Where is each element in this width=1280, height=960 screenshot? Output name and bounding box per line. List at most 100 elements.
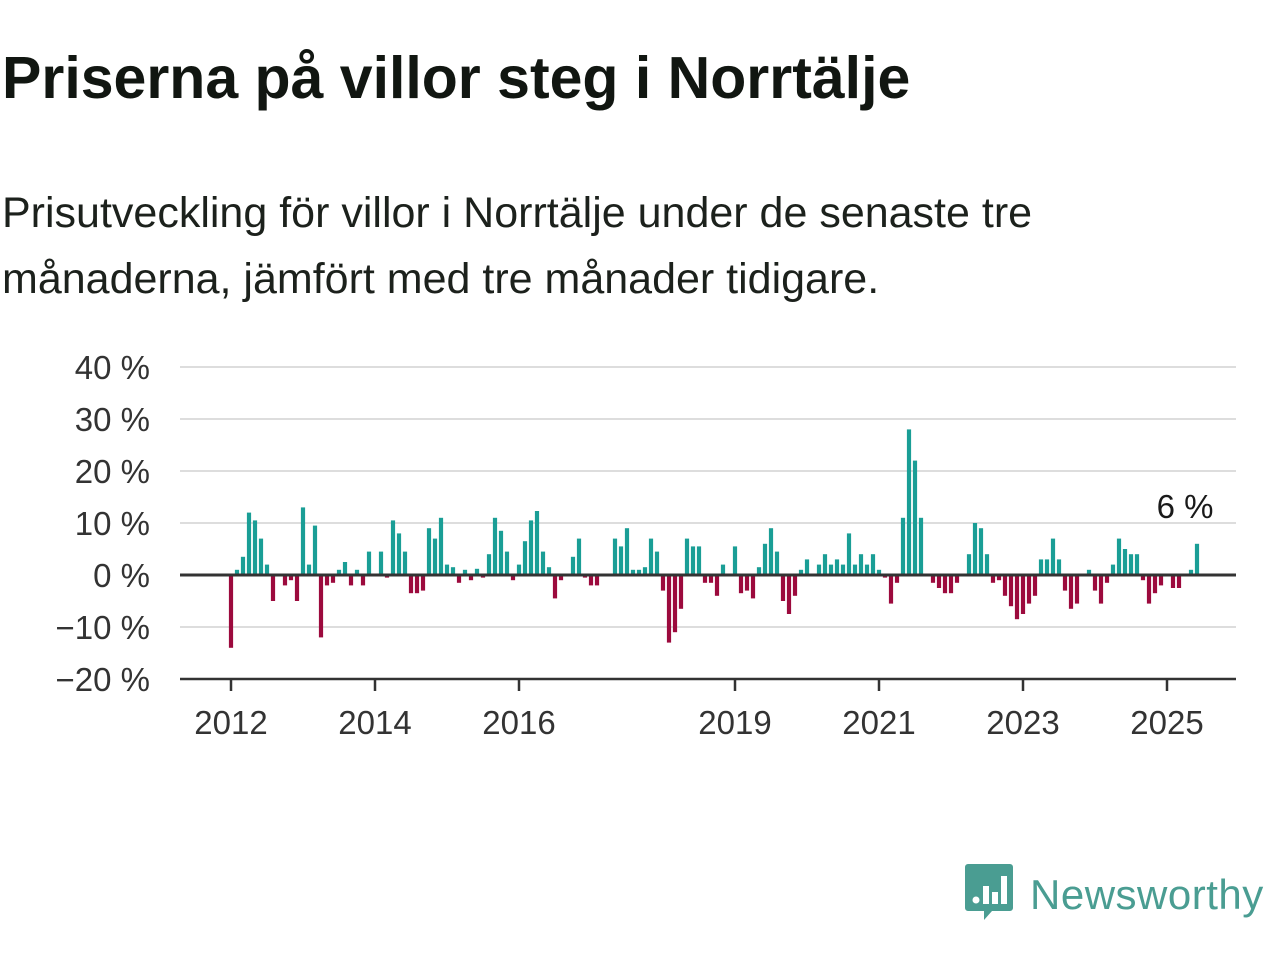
bar [708,575,714,583]
y-tick-label: 30 % [75,401,150,438]
bar [774,551,780,575]
bar [540,551,546,575]
bar [618,546,624,575]
bar [1188,569,1194,575]
bar [828,564,834,575]
bar [348,575,354,586]
bar [492,517,498,575]
end-value-label: 6 % [1157,488,1214,525]
bar [252,520,258,575]
bar [360,575,366,586]
bar [468,575,474,581]
brand-logo[interactable]: Newsworthy [964,862,1264,927]
bar [612,538,618,575]
bar [450,567,456,575]
bar [318,575,324,638]
bar [510,575,516,581]
bar [570,556,576,575]
bar [528,520,534,575]
bar [648,538,654,575]
bar [558,575,564,581]
bar [330,575,336,583]
y-tick-label: 0 % [93,557,150,594]
bar [714,575,720,596]
x-tick-label: 2025 [1130,704,1203,741]
bar [1158,575,1164,586]
bar [792,575,798,596]
bar [1038,559,1044,575]
bar [288,575,294,581]
bar [984,554,990,575]
x-tick-label: 2023 [986,704,1059,741]
bar [840,564,846,575]
bar [420,575,426,591]
bar [1116,538,1122,575]
bar [342,562,348,575]
page-title: Priserna på villor steg i Norrtälje [2,45,911,111]
bar [864,564,870,575]
bar [438,517,444,575]
bar [1050,538,1056,575]
bar [312,525,318,575]
bar [300,507,306,575]
bar [738,575,744,594]
bar [1110,564,1116,575]
bar [546,567,552,575]
bar [474,568,480,575]
y-tick-label: −10 % [56,609,151,646]
bar [270,575,276,601]
bar [1068,575,1074,609]
bar [990,575,996,583]
bar [948,575,954,594]
bar [804,559,810,575]
bar [234,569,240,575]
bar [1002,575,1008,596]
bar [852,564,858,575]
bar [858,554,864,575]
bars [228,429,1200,648]
bar [552,575,558,599]
bar [762,543,768,575]
bar [918,517,924,575]
bar [906,429,912,575]
x-tick-label: 2012 [194,704,267,741]
bar [678,575,684,609]
brand-name: Newsworthy [1030,870,1264,918]
bar [900,517,906,575]
bar [732,546,738,575]
bar [756,567,762,575]
bar [264,564,270,575]
bar [690,546,696,575]
bar [834,559,840,575]
bar [402,551,408,575]
bar [780,575,786,601]
bar [1044,559,1050,575]
x-tick-label: 2019 [698,704,771,741]
y-tick-label: −20 % [56,661,151,698]
bar [456,575,462,583]
bar [294,575,300,601]
x-tick-label: 2016 [482,704,555,741]
bar [1134,554,1140,575]
bar [642,567,648,575]
bar [306,564,312,575]
bar [522,541,528,575]
bar [1092,575,1098,591]
chart-subtitle: Prisutveckling för villor i Norrtälje un… [2,189,1033,303]
bar [1074,575,1080,604]
bar [1146,575,1152,604]
bar [1128,554,1134,575]
bar [258,538,264,575]
bar [798,569,804,575]
bar [630,569,636,575]
bar [1086,569,1092,575]
newsworthy-logo-icon [964,862,1014,927]
bar [696,546,702,575]
bar [1152,575,1158,594]
bar [366,551,372,575]
bar [462,569,468,575]
y-axis-labels: 40 % 30 % 20 % 10 % 0 % −10 % −20 % [56,349,151,698]
bar [816,564,822,575]
bar [930,575,936,583]
bar [744,575,750,591]
